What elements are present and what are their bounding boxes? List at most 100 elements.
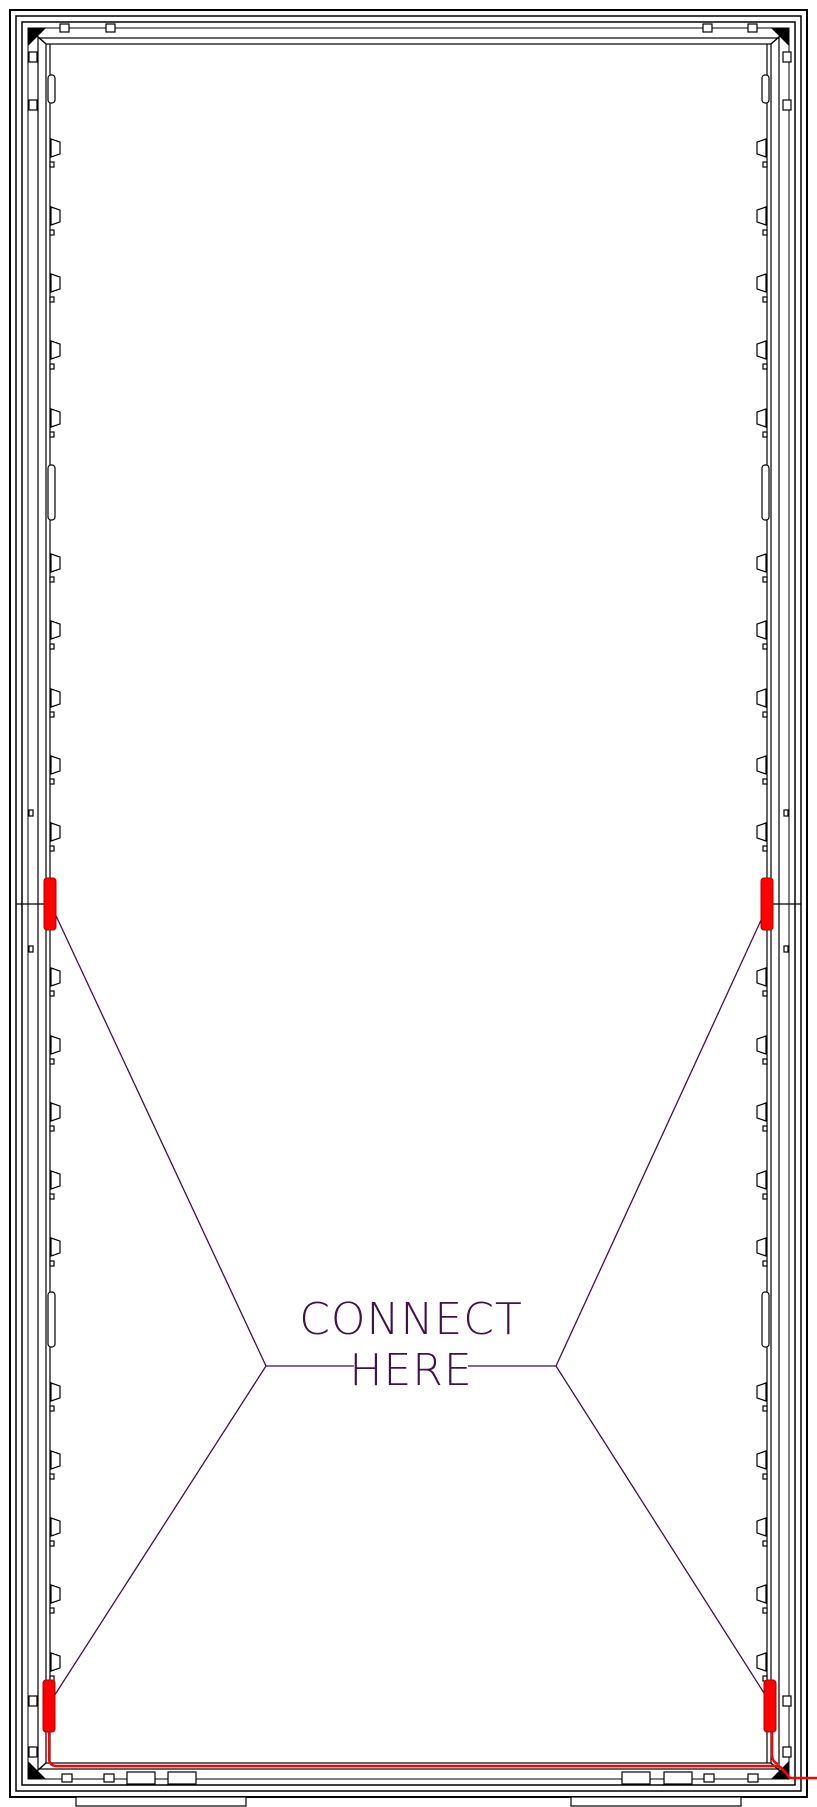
bracket-pin — [762, 431, 768, 438]
wall-bracket-icon — [756, 1382, 767, 1402]
bracket-pin — [762, 990, 768, 997]
wall-bracket-icon — [50, 1170, 61, 1190]
bracket-pin — [762, 778, 768, 785]
right-brackets — [756, 138, 768, 1682]
power-cable — [47, 1712, 817, 1780]
wall-bracket-icon — [756, 967, 767, 987]
wall-bracket-icon — [756, 1652, 767, 1672]
frame-clips — [28, 23, 792, 1758]
bracket-pin — [762, 161, 768, 168]
frame-clip-icon — [782, 1746, 792, 1758]
callout-leaders — [48, 904, 772, 1705]
frame-clip-icon — [783, 809, 789, 817]
wall-bracket-icon — [50, 620, 61, 640]
wall-bracket-icon — [756, 822, 767, 842]
bracket-pin — [49, 1540, 55, 1547]
wall-bracket-icon — [50, 340, 61, 360]
outer-frame — [9, 9, 808, 1798]
frame-clip-icon — [28, 99, 38, 111]
red-connector-icon — [42, 877, 777, 1733]
wall-bracket-icon — [756, 138, 767, 158]
bracket-pin — [49, 1607, 55, 1614]
wall-bracket-icon — [756, 688, 767, 708]
frame-clip-icon — [28, 1746, 38, 1758]
wall-bracket-icon — [756, 408, 767, 428]
frame-clip-icon — [105, 23, 116, 33]
bracket-pin — [762, 576, 768, 583]
bracket-pin — [762, 1058, 768, 1065]
bracket-pin — [49, 1058, 55, 1065]
bracket-pin — [49, 161, 55, 168]
wall-bracket-icon — [50, 273, 61, 293]
wall-bracket-icon — [756, 340, 767, 360]
bracket-pin — [49, 1405, 55, 1412]
wall-bracket-icon — [756, 1450, 767, 1470]
inner-frame — [37, 37, 780, 1770]
frame-clip-icon — [28, 1695, 38, 1707]
bracket-pin — [762, 1540, 768, 1547]
wall-bracket-icon — [756, 755, 767, 775]
wall-bracket-icon — [50, 138, 61, 158]
wall-bracket-icon — [50, 408, 61, 428]
bracket-pin — [49, 778, 55, 785]
wall-bracket-icon — [756, 1170, 767, 1190]
wall-bracket-icon — [50, 1035, 61, 1055]
frame-clip-icon — [782, 99, 792, 111]
wall-bracket-icon — [50, 1517, 61, 1537]
bracket-pin — [762, 1260, 768, 1267]
frame-clip-icon — [702, 23, 713, 33]
wall-bracket-icon — [756, 1035, 767, 1055]
corner-joints — [28, 28, 789, 1779]
bracket-pin — [762, 711, 768, 718]
bracket-pin — [49, 990, 55, 997]
wall-bracket-icon — [756, 206, 767, 226]
frame-clip-icon — [59, 23, 70, 33]
bracket-pin — [49, 576, 55, 583]
wall-bracket-icon — [50, 1237, 61, 1257]
bracket-pin — [49, 643, 55, 650]
bracket-pin — [762, 1125, 768, 1132]
wall-bracket-icon — [756, 620, 767, 640]
bracket-pin — [49, 229, 55, 236]
wall-bracket-icon — [50, 1382, 61, 1402]
wall-bracket-icon — [756, 1237, 767, 1257]
wall-bracket-icon — [50, 1450, 61, 1470]
bracket-pin — [49, 711, 55, 718]
wall-bracket-icon — [50, 1102, 61, 1122]
bracket-pin — [49, 296, 55, 303]
wall-bracket-icon — [50, 755, 61, 775]
wall-bracket-icon — [50, 206, 61, 226]
bracket-pin — [49, 1473, 55, 1480]
power-cable-right-drop — [770, 1712, 779, 1766]
frame-clip-icon — [782, 51, 792, 63]
wall-bracket-icon — [756, 1584, 767, 1604]
callout-connect-text: CONNECT — [299, 1294, 523, 1345]
frame-clip-icon — [747, 23, 758, 33]
bracket-pin — [762, 1405, 768, 1412]
bracket-pin — [762, 643, 768, 650]
corner-diagonals — [27, 27, 790, 1780]
wall-bracket-icon — [50, 688, 61, 708]
wall-bracket-icon — [756, 1517, 767, 1537]
bracket-pin — [49, 1193, 55, 1200]
stand-legs — [75, 1796, 742, 1807]
bracket-pin — [762, 229, 768, 236]
wall-bracket-icon — [50, 967, 61, 987]
frame-clip-icon — [783, 945, 789, 953]
bracket-pin — [762, 1473, 768, 1480]
bracket-pin — [49, 845, 55, 852]
frame-clip-icon — [28, 809, 34, 817]
frame-clip-icon — [782, 1695, 792, 1707]
bracket-pin — [762, 363, 768, 370]
frame-clip-icon — [28, 945, 34, 953]
wall-bracket-icon — [756, 273, 767, 293]
bracket-pin — [762, 1607, 768, 1614]
bracket-pin — [762, 1193, 768, 1200]
bracket-pin — [49, 1125, 55, 1132]
bracket-pin — [49, 363, 55, 370]
wall-bracket-icon — [50, 1584, 61, 1604]
wall-bracket-icon — [50, 1652, 61, 1672]
wall-bracket-icon — [756, 1102, 767, 1122]
bracket-pin — [49, 1260, 55, 1267]
